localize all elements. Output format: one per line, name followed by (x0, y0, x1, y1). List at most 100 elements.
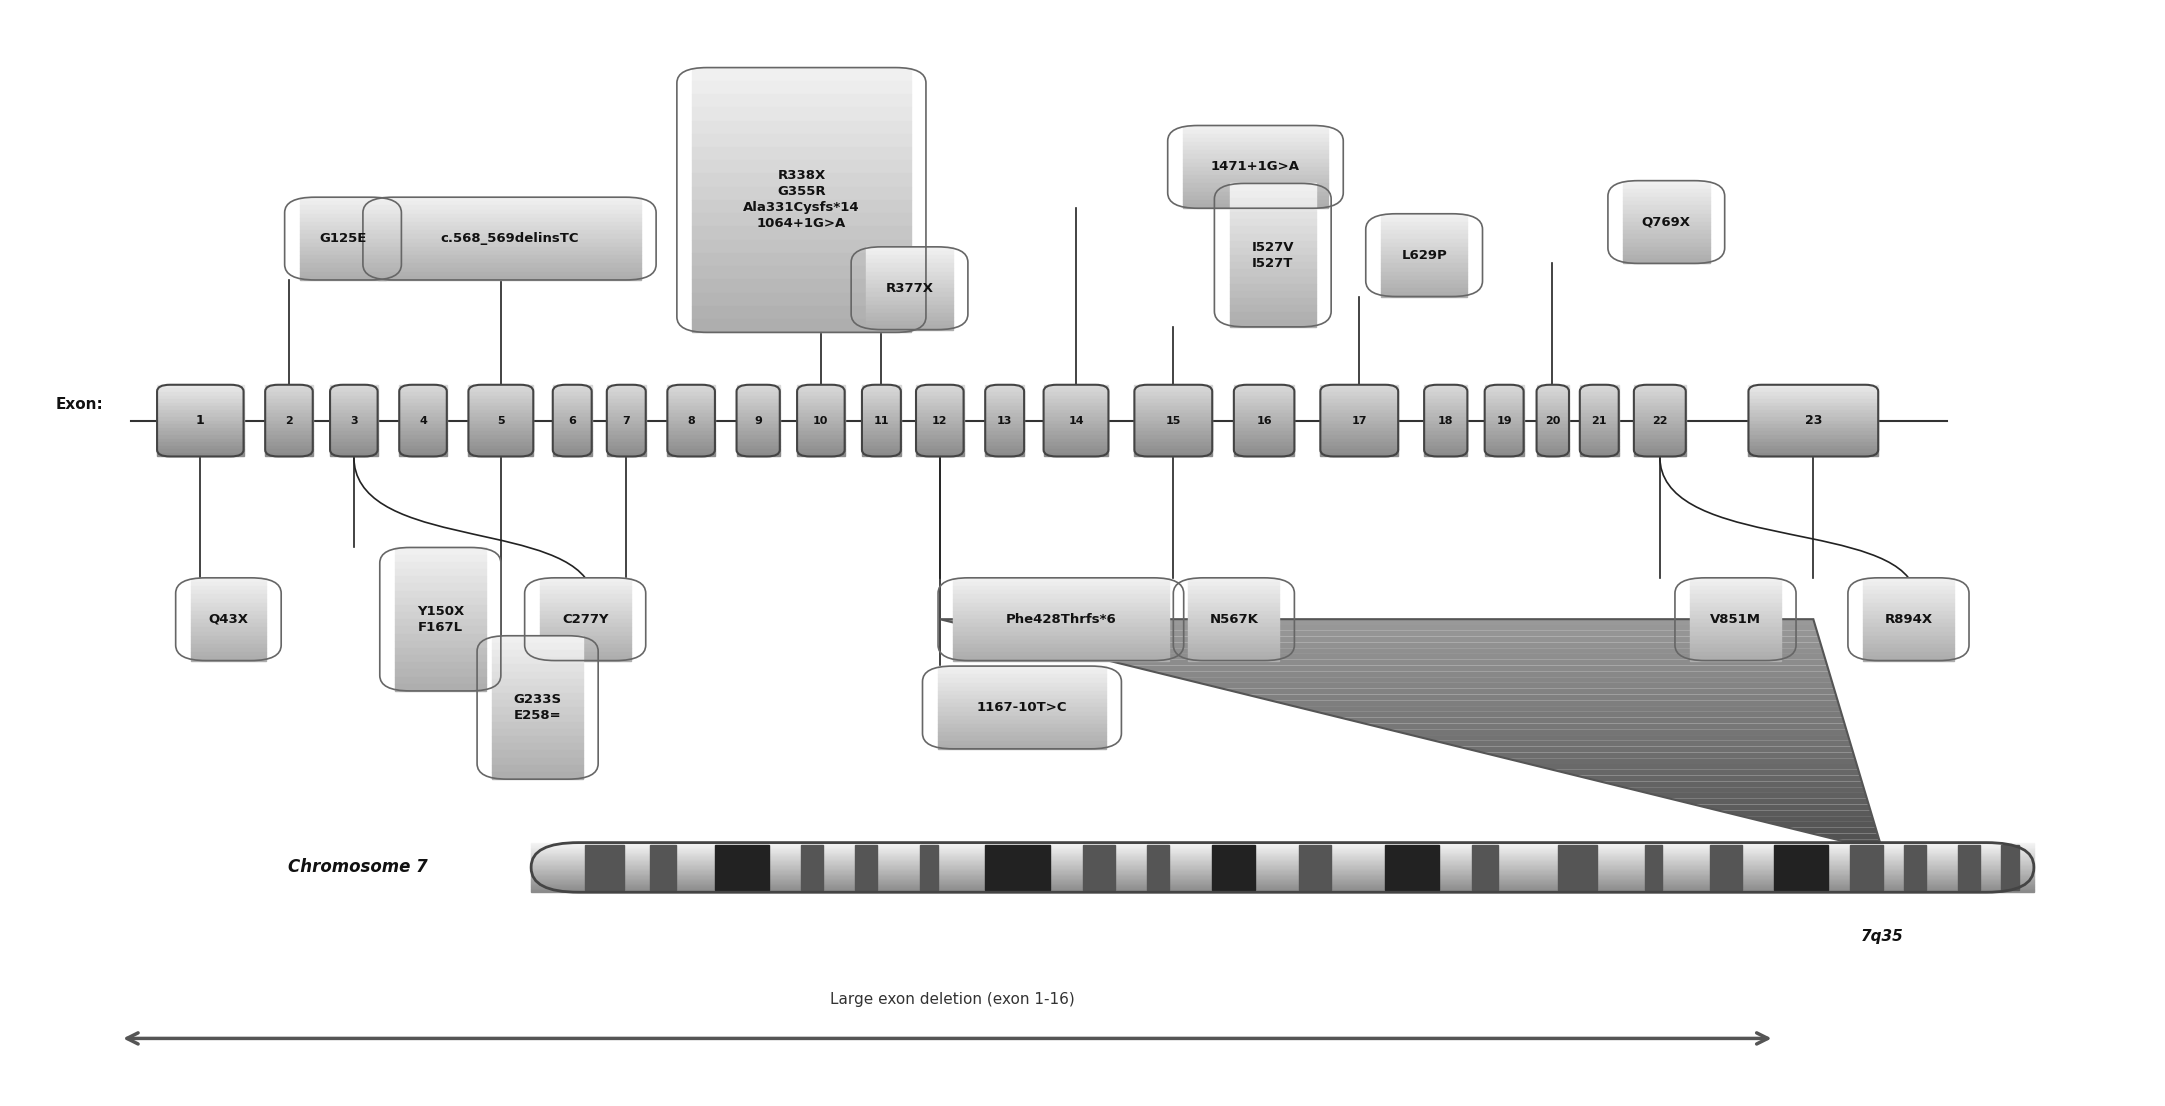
Bar (866, 309, 953, 313)
Polygon shape (1505, 759, 1858, 764)
Bar (1537, 449, 1570, 452)
Polygon shape (1624, 787, 1866, 793)
Bar (1624, 180, 1710, 185)
Bar (299, 247, 385, 251)
Text: 4: 4 (420, 416, 427, 426)
Bar (1580, 449, 1619, 452)
Bar (1189, 648, 1280, 653)
Bar (264, 446, 312, 449)
Bar (736, 388, 779, 392)
Bar (539, 657, 630, 660)
Bar (398, 406, 446, 410)
Bar (1425, 439, 1468, 442)
Bar (1580, 428, 1619, 431)
Bar (606, 399, 645, 403)
Bar (394, 568, 485, 576)
Bar (1182, 171, 1327, 175)
Bar (530, 883, 2033, 884)
Bar (1485, 425, 1524, 428)
Bar (693, 81, 911, 94)
Bar (736, 425, 779, 428)
Text: 7: 7 (621, 416, 630, 426)
Bar (1691, 636, 1782, 640)
Bar (1624, 247, 1710, 251)
Bar (953, 640, 1169, 644)
Bar (530, 874, 2033, 875)
Bar (1485, 420, 1524, 425)
Bar (1485, 428, 1524, 431)
Polygon shape (1764, 822, 1875, 827)
Text: 3: 3 (351, 416, 357, 426)
Bar (398, 425, 446, 428)
Bar (606, 420, 645, 425)
Bar (1580, 410, 1619, 414)
Bar (1381, 275, 1468, 280)
Polygon shape (963, 625, 1816, 630)
Bar (667, 439, 714, 442)
Bar (468, 403, 533, 406)
Bar (606, 442, 645, 446)
Bar (1189, 577, 1280, 582)
Text: Y150X
F167L: Y150X F167L (416, 605, 463, 634)
Bar (530, 866, 2033, 867)
Bar (862, 406, 901, 410)
Bar (862, 435, 901, 439)
Bar (491, 643, 582, 650)
Bar (1864, 627, 1953, 632)
Bar (530, 875, 2033, 876)
Bar (379, 201, 641, 206)
Bar (953, 653, 1169, 657)
Bar (1749, 417, 1879, 420)
Bar (264, 435, 312, 439)
Bar (468, 452, 533, 457)
Bar (264, 410, 312, 414)
Bar (1864, 615, 1953, 619)
Bar (1299, 845, 1331, 890)
Bar (1691, 619, 1782, 624)
Bar (539, 591, 630, 594)
Bar (191, 640, 266, 644)
Bar (1749, 385, 1879, 388)
Bar (714, 845, 769, 890)
Bar (1182, 138, 1327, 142)
Bar (530, 848, 2033, 851)
Bar (862, 417, 901, 420)
Bar (667, 406, 714, 410)
Bar (394, 655, 485, 662)
Bar (985, 452, 1024, 457)
Bar (866, 272, 953, 275)
Bar (862, 399, 901, 403)
Bar (693, 293, 911, 306)
Bar (1321, 452, 1399, 457)
Bar (329, 439, 377, 442)
Text: 14: 14 (1067, 416, 1085, 426)
Bar (491, 636, 582, 643)
Text: N567K: N567K (1210, 613, 1258, 626)
Bar (1864, 594, 1953, 598)
Bar (491, 700, 582, 708)
Bar (1425, 406, 1468, 410)
Bar (1321, 446, 1399, 449)
Bar (530, 865, 2033, 866)
Polygon shape (1080, 654, 1825, 660)
Bar (1580, 431, 1619, 435)
Bar (468, 399, 533, 403)
Bar (1864, 632, 1953, 636)
Bar (866, 317, 953, 322)
Bar (693, 107, 911, 121)
Bar (1485, 410, 1524, 414)
Bar (1134, 425, 1212, 428)
Bar (953, 627, 1169, 632)
Polygon shape (1412, 735, 1849, 741)
Bar (1189, 632, 1280, 636)
Bar (862, 442, 901, 446)
Bar (1749, 406, 1879, 410)
Bar (394, 554, 485, 562)
Bar (329, 406, 377, 410)
Bar (1230, 227, 1316, 233)
Bar (736, 446, 779, 449)
Bar (1691, 627, 1782, 632)
Bar (491, 751, 582, 758)
Bar (158, 396, 242, 399)
Bar (1691, 586, 1782, 591)
